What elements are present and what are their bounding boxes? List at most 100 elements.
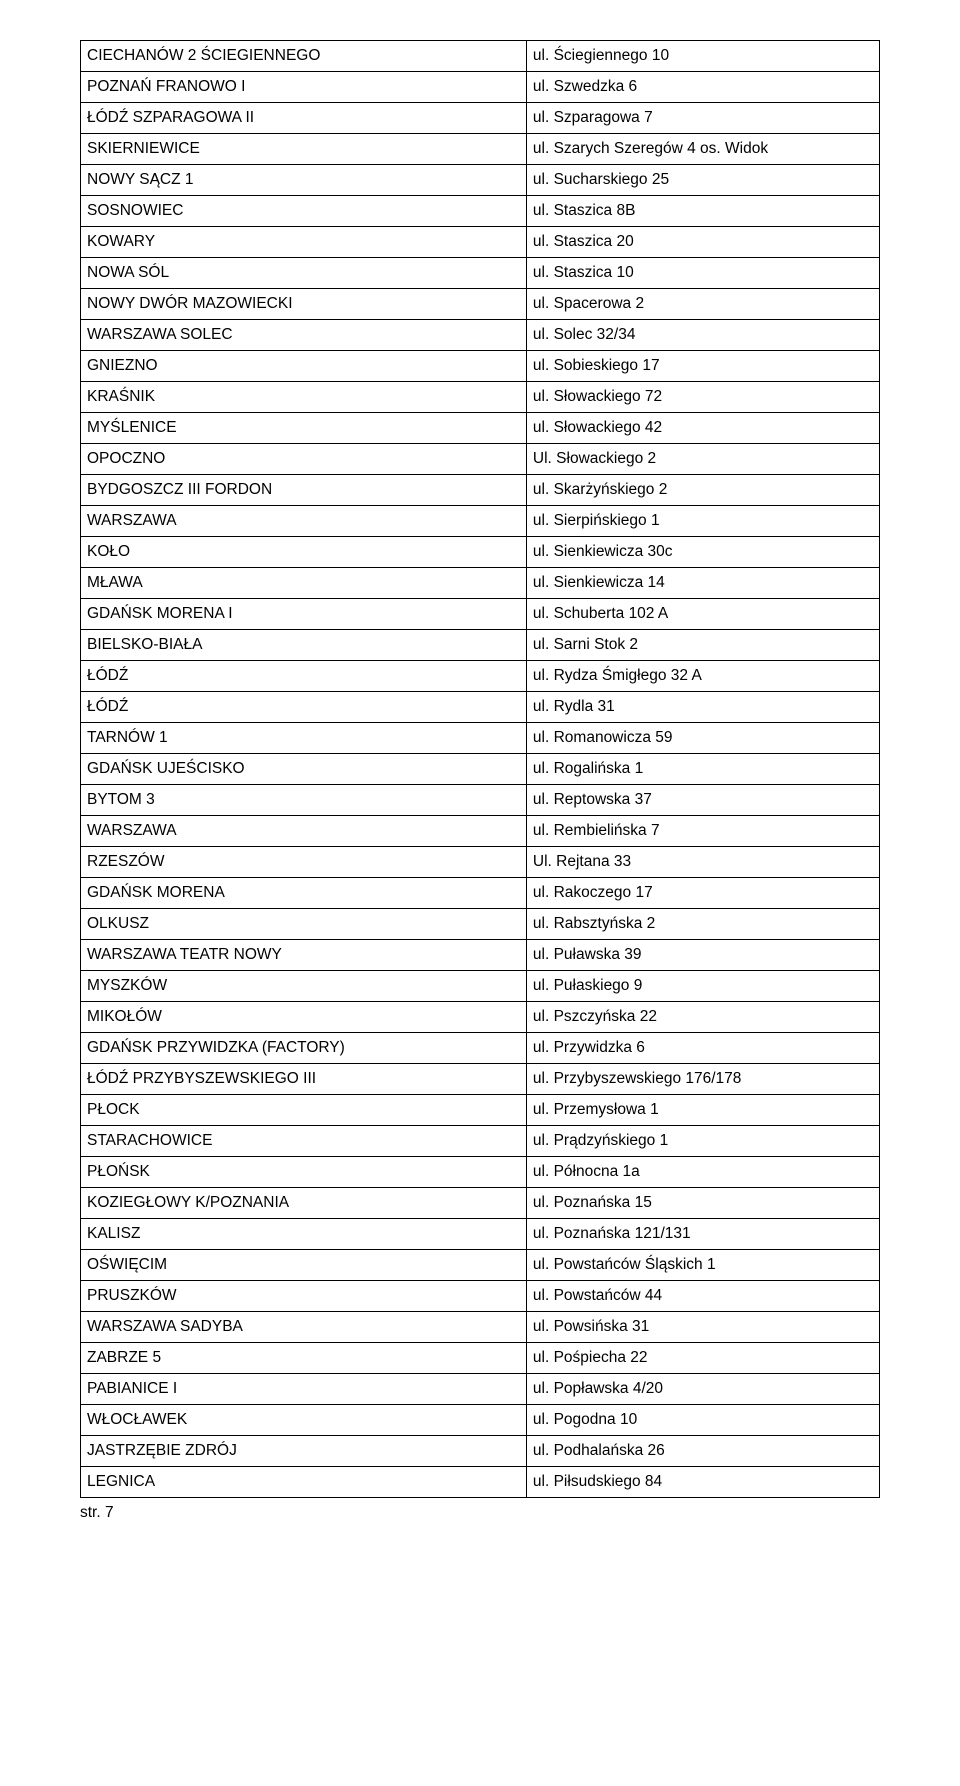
city-cell: KOZIEGŁOWY K/POZNANIA: [81, 1188, 527, 1219]
street-cell: ul. Reptowska 37: [526, 785, 879, 816]
street-cell: ul. Przywidzka 6: [526, 1033, 879, 1064]
street-cell: ul. Powsińska 31: [526, 1312, 879, 1343]
street-cell: ul. Rydza Śmigłego 32 A: [526, 661, 879, 692]
table-row: MŁAWAul. Sienkiewicza 14: [81, 568, 880, 599]
street-cell: ul. Sarni Stok 2: [526, 630, 879, 661]
street-cell: ul. Słowackiego 42: [526, 413, 879, 444]
table-row: ŁÓDŹul. Rydla 31: [81, 692, 880, 723]
city-cell: SKIERNIEWICE: [81, 134, 527, 165]
city-cell: BIELSKO-BIAŁA: [81, 630, 527, 661]
city-cell: OLKUSZ: [81, 909, 527, 940]
city-cell: GDAŃSK PRZYWIDZKA (FACTORY): [81, 1033, 527, 1064]
table-row: JASTRZĘBIE ZDRÓJul. Podhalańska 26: [81, 1436, 880, 1467]
street-cell: ul. Rembielińska 7: [526, 816, 879, 847]
street-cell: Ul. Słowackiego 2: [526, 444, 879, 475]
table-row: WARSZAWA SADYBAul. Powsińska 31: [81, 1312, 880, 1343]
table-row: SKIERNIEWICEul. Szarych Szeregów 4 os. W…: [81, 134, 880, 165]
street-cell: ul. Ściegiennego 10: [526, 41, 879, 72]
city-cell: MIKOŁÓW: [81, 1002, 527, 1033]
street-cell: ul. Sobieskiego 17: [526, 351, 879, 382]
table-row: KALISZul. Poznańska 121/131: [81, 1219, 880, 1250]
street-cell: Ul. Rejtana 33: [526, 847, 879, 878]
street-cell: ul. Rydla 31: [526, 692, 879, 723]
table-row: KOŁOul. Sienkiewicza 30c: [81, 537, 880, 568]
city-cell: CIECHANÓW 2 ŚCIEGIENNEGO: [81, 41, 527, 72]
table-row: OPOCZNOUl. Słowackiego 2: [81, 444, 880, 475]
city-cell: MYSZKÓW: [81, 971, 527, 1002]
table-row: MIKOŁÓWul. Pszczyńska 22: [81, 1002, 880, 1033]
city-cell: WARSZAWA: [81, 816, 527, 847]
table-row: GDAŃSK UJEŚCISKOul. Rogalińska 1: [81, 754, 880, 785]
city-cell: PŁOŃSK: [81, 1157, 527, 1188]
street-cell: ul. Przemysłowa 1: [526, 1095, 879, 1126]
table-row: ŁÓDŹul. Rydza Śmigłego 32 A: [81, 661, 880, 692]
street-cell: ul. Rogalińska 1: [526, 754, 879, 785]
table-row: PŁOŃSKul. Północna 1a: [81, 1157, 880, 1188]
street-cell: ul. Staszica 8B: [526, 196, 879, 227]
street-cell: ul. Pogodna 10: [526, 1405, 879, 1436]
table-row: POZNAŃ FRANOWO Iul. Szwedzka 6: [81, 72, 880, 103]
city-cell: NOWY SĄCZ 1: [81, 165, 527, 196]
table-row: WARSZAWA TEATR NOWYul. Puławska 39: [81, 940, 880, 971]
table-row: ŁÓDŹ PRZYBYSZEWSKIEGO IIIul. Przybyszews…: [81, 1064, 880, 1095]
city-cell: OŚWIĘCIM: [81, 1250, 527, 1281]
street-cell: ul. Północna 1a: [526, 1157, 879, 1188]
table-row: KRAŚNIKul. Słowackiego 72: [81, 382, 880, 413]
street-cell: ul. Powstańców Śląskich 1: [526, 1250, 879, 1281]
street-cell: ul. Pośpiecha 22: [526, 1343, 879, 1374]
city-cell: ZABRZE 5: [81, 1343, 527, 1374]
street-cell: ul. Sienkiewicza 14: [526, 568, 879, 599]
city-cell: WARSZAWA SADYBA: [81, 1312, 527, 1343]
street-cell: ul. Szarych Szeregów 4 os. Widok: [526, 134, 879, 165]
table-row: CIECHANÓW 2 ŚCIEGIENNEGOul. Ściegiennego…: [81, 41, 880, 72]
table-row: PABIANICE Iul. Popławska 4/20: [81, 1374, 880, 1405]
city-cell: SOSNOWIEC: [81, 196, 527, 227]
street-cell: ul. Schuberta 102 A: [526, 599, 879, 630]
street-cell: ul. Skarżyńskiego 2: [526, 475, 879, 506]
street-cell: ul. Podhalańska 26: [526, 1436, 879, 1467]
city-cell: ŁÓDŹ PRZYBYSZEWSKIEGO III: [81, 1064, 527, 1095]
document-page: CIECHANÓW 2 ŚCIEGIENNEGOul. Ściegiennego…: [0, 0, 960, 1552]
table-row: MYŚLENICEul. Słowackiego 42: [81, 413, 880, 444]
table-row: TARNÓW 1ul. Romanowicza 59: [81, 723, 880, 754]
street-cell: ul. Staszica 10: [526, 258, 879, 289]
table-row: RZESZÓWUl. Rejtana 33: [81, 847, 880, 878]
city-cell: ŁÓDŹ: [81, 692, 527, 723]
city-cell: TARNÓW 1: [81, 723, 527, 754]
street-cell: ul. Poznańska 121/131: [526, 1219, 879, 1250]
street-cell: ul. Słowackiego 72: [526, 382, 879, 413]
city-cell: MŁAWA: [81, 568, 527, 599]
table-row: KOZIEGŁOWY K/POZNANIAul. Poznańska 15: [81, 1188, 880, 1219]
city-cell: WARSZAWA TEATR NOWY: [81, 940, 527, 971]
table-row: BYTOM 3ul. Reptowska 37: [81, 785, 880, 816]
street-cell: ul. Spacerowa 2: [526, 289, 879, 320]
street-cell: ul. Rakoczego 17: [526, 878, 879, 909]
table-row: OŚWIĘCIMul. Powstańców Śląskich 1: [81, 1250, 880, 1281]
table-row: LEGNICAul. Piłsudskiego 84: [81, 1467, 880, 1498]
city-cell: JASTRZĘBIE ZDRÓJ: [81, 1436, 527, 1467]
city-cell: RZESZÓW: [81, 847, 527, 878]
table-row: GDAŃSK MORENAul. Rakoczego 17: [81, 878, 880, 909]
city-cell: GNIEZNO: [81, 351, 527, 382]
street-cell: ul. Rabsztyńska 2: [526, 909, 879, 940]
city-cell: MYŚLENICE: [81, 413, 527, 444]
city-cell: ŁÓDŹ: [81, 661, 527, 692]
table-row: GDAŃSK MORENA Iul. Schuberta 102 A: [81, 599, 880, 630]
locations-table-body: CIECHANÓW 2 ŚCIEGIENNEGOul. Ściegiennego…: [81, 41, 880, 1498]
street-cell: ul. Solec 32/34: [526, 320, 879, 351]
table-row: WŁOCŁAWEKul. Pogodna 10: [81, 1405, 880, 1436]
street-cell: ul. Sucharskiego 25: [526, 165, 879, 196]
table-row: WARSZAWAul. Rembielińska 7: [81, 816, 880, 847]
city-cell: GDAŃSK MORENA I: [81, 599, 527, 630]
table-row: ZABRZE 5ul. Pośpiecha 22: [81, 1343, 880, 1374]
street-cell: ul. Romanowicza 59: [526, 723, 879, 754]
city-cell: WARSZAWA SOLEC: [81, 320, 527, 351]
table-row: NOWA SÓLul. Staszica 10: [81, 258, 880, 289]
city-cell: GDAŃSK MORENA: [81, 878, 527, 909]
city-cell: PŁOCK: [81, 1095, 527, 1126]
street-cell: ul. Szwedzka 6: [526, 72, 879, 103]
table-row: MYSZKÓWul. Pułaskiego 9: [81, 971, 880, 1002]
city-cell: WARSZAWA: [81, 506, 527, 537]
table-row: SOSNOWIECul. Staszica 8B: [81, 196, 880, 227]
table-row: ŁÓDŹ SZPARAGOWA IIul. Szparagowa 7: [81, 103, 880, 134]
